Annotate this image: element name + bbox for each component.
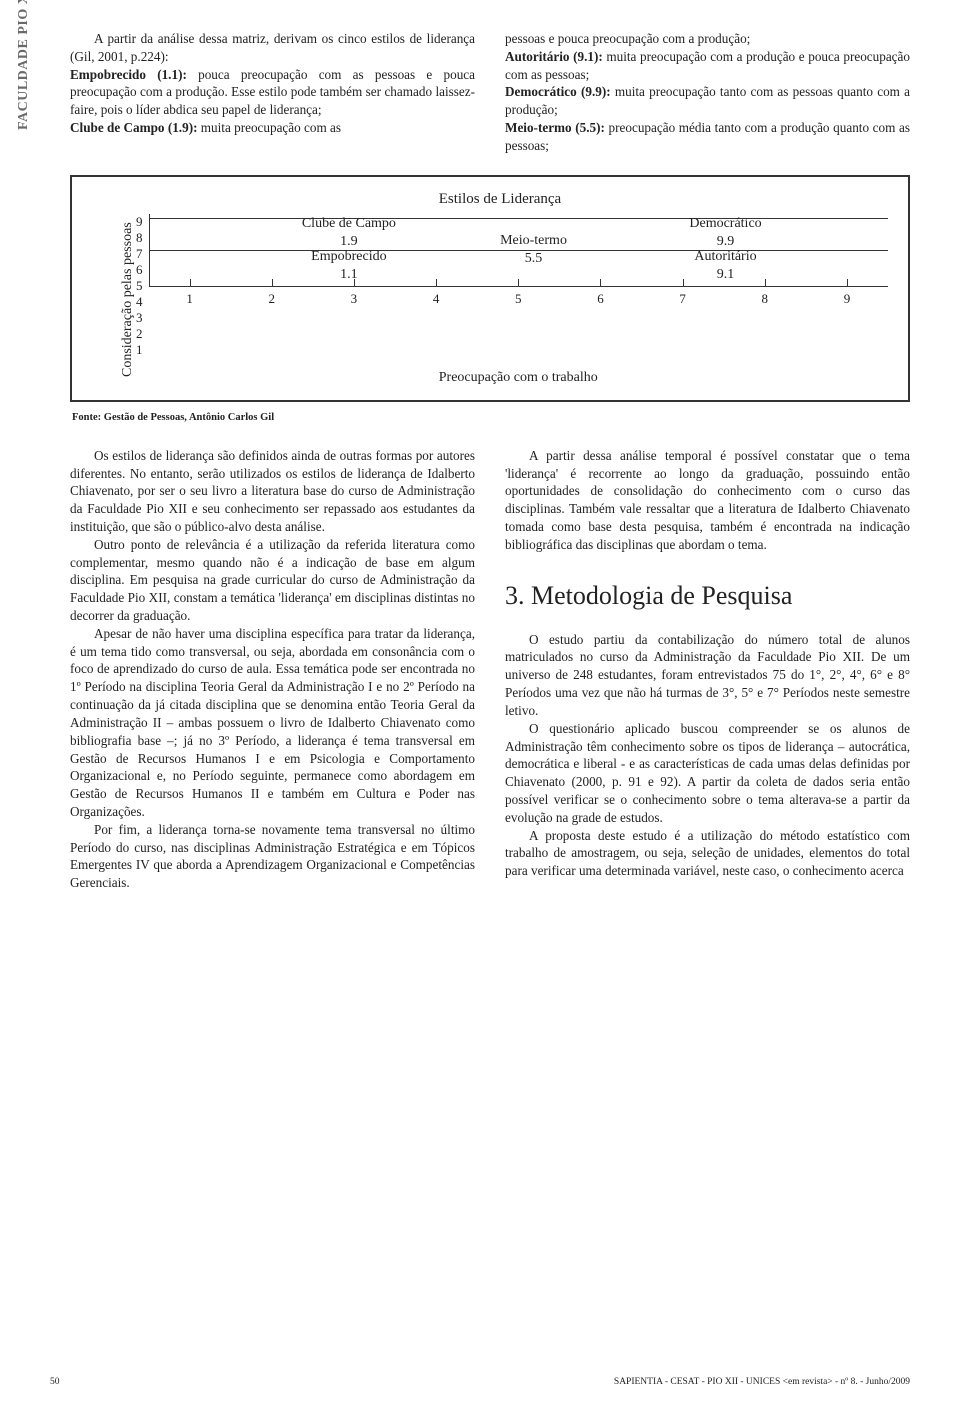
style-democratico-label: Democrático (9.9): xyxy=(505,84,611,99)
body-para: A partir dessa análise temporal é possív… xyxy=(505,447,910,554)
chart-cell-label: Autoritário 9.1 xyxy=(694,248,756,284)
x-tick: 9 xyxy=(806,291,888,364)
chart-title: Estilos de Liderança xyxy=(112,191,888,208)
chart-cell-label: Democrático 9.9 xyxy=(689,214,761,250)
cell-name: Democrático xyxy=(689,215,761,230)
body-para: A proposta deste estudo é a utilização d… xyxy=(505,827,910,880)
intro-left-p1: A partir da análise dessa matriz, deriva… xyxy=(70,30,475,66)
cell-name: Clube de Campo xyxy=(302,215,396,230)
chart-cell-label: Clube de Campo 1.9 xyxy=(302,214,396,250)
intro-left-p3: Clube de Campo (1.9): muita preocupação … xyxy=(70,119,475,137)
y-tick: 6 xyxy=(136,262,143,278)
intro-right-p4: Meio-termo (5.5): preocupação média tant… xyxy=(505,119,910,155)
body-columns: Os estilos de liderança são definidos ai… xyxy=(70,447,910,892)
chart-cell-label: Meio-termo 5.5 xyxy=(500,232,567,268)
body-para: O questionário aplicado buscou compreend… xyxy=(505,720,910,827)
cell-name: Meio-termo xyxy=(500,233,567,248)
body-left-col: Os estilos de liderança são definidos ai… xyxy=(70,447,475,892)
x-tick: 8 xyxy=(724,291,806,364)
logo-text: FACULDADE PIO XII xyxy=(16,0,31,130)
y-tick: 4 xyxy=(136,294,143,310)
cell-value: 5.5 xyxy=(525,251,543,266)
y-axis-ticks: 123456789 xyxy=(136,214,149,386)
style-clube-label: Clube de Campo (1.9): xyxy=(70,120,197,135)
x-tick: 7 xyxy=(642,291,724,364)
intro-columns: A partir da análise dessa matriz, deriva… xyxy=(70,30,910,155)
page-number: 50 xyxy=(50,1377,60,1387)
institution-logo: FACULDADE PIO XII xyxy=(16,0,32,130)
style-empobrecido-label: Empobrecido (1.1): xyxy=(70,67,187,82)
footer-publication: SAPIENTIA - CESAT - PIO XII - UNICES <em… xyxy=(614,1377,910,1387)
y-tick: 2 xyxy=(136,326,143,342)
style-clube-desc: muita preocupação com as xyxy=(197,120,341,135)
x-tick: 3 xyxy=(313,291,395,364)
body-right-col: A partir dessa análise temporal é possív… xyxy=(505,447,910,892)
body-para: Outro ponto de relevância é a utilização… xyxy=(70,536,475,625)
chart-source: Fonte: Gestão de Pessoas, Antônio Carlos… xyxy=(72,412,910,423)
x-tick: 6 xyxy=(559,291,641,364)
intro-left-p2: Empobrecido (1.1): pouca preocupação com… xyxy=(70,66,475,119)
cell-value: 1.9 xyxy=(340,234,358,249)
intro-right-p2: Autoritário (9.1): muita preocupação com… xyxy=(505,48,910,84)
cell-value: 9.1 xyxy=(717,267,735,282)
y-tick: 9 xyxy=(136,214,143,230)
cell-name: Autoritário xyxy=(694,249,756,264)
body-para: Os estilos de liderança são definidos ai… xyxy=(70,447,475,536)
y-tick: 8 xyxy=(136,230,143,246)
chart-cell-label: Empobrecido 1.1 xyxy=(311,248,386,284)
cell-value: 9.9 xyxy=(717,234,735,249)
intro-right-col: pessoas e pouca preocupação com a produç… xyxy=(505,30,910,155)
page-footer: 50 SAPIENTIA - CESAT - PIO XII - UNICES … xyxy=(50,1377,910,1387)
leadership-chart: Estilos de Liderança Consideração pelas … xyxy=(70,175,910,402)
body-para: Apesar de não haver uma disciplina espec… xyxy=(70,625,475,821)
body-para: Por fim, a liderança torna-se novamente … xyxy=(70,821,475,892)
section-heading: 3. Metodologia de Pesquisa xyxy=(505,578,910,613)
intro-left-col: A partir da análise dessa matriz, deriva… xyxy=(70,30,475,155)
x-tick: 5 xyxy=(477,291,559,364)
x-axis-label: Preocupação com o trabalho xyxy=(149,370,889,386)
x-tick: 1 xyxy=(149,291,231,364)
body-para: O estudo partiu da contabilização do núm… xyxy=(505,631,910,720)
style-meiotermo-label: Meio-termo (5.5): xyxy=(505,120,605,135)
x-axis-ticks: 123456789 xyxy=(149,287,889,364)
intro-right-p1: pessoas e pouca preocupação com a produç… xyxy=(505,30,910,48)
y-tick: 5 xyxy=(136,278,143,294)
y-tick: 7 xyxy=(136,246,143,262)
intro-right-p3: Democrático (9.9): muita preocupação tan… xyxy=(505,83,910,119)
chart-hline xyxy=(150,218,889,219)
y-tick: 1 xyxy=(136,342,143,358)
y-axis-label: Consideração pelas pessoas xyxy=(112,214,136,386)
x-tick: 2 xyxy=(231,291,313,364)
cell-value: 1.1 xyxy=(340,267,358,282)
cell-name: Empobrecido xyxy=(311,249,386,264)
style-autoritario-label: Autoritário (9.1): xyxy=(505,49,603,64)
x-tick: 4 xyxy=(395,291,477,364)
chart-body: Consideração pelas pessoas 123456789 Clu… xyxy=(112,214,888,386)
y-tick: 3 xyxy=(136,310,143,326)
chart-plot-area: Clube de Campo 1.9 Democrático 9.9 Meio-term… xyxy=(149,214,889,288)
